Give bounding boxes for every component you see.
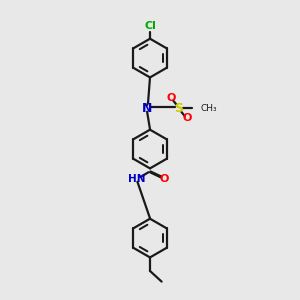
Text: O: O [166,93,176,103]
Text: O: O [182,113,192,124]
Text: N: N [142,102,152,115]
Text: Cl: Cl [144,21,156,31]
Text: HN: HN [128,174,145,184]
Text: CH₃: CH₃ [201,104,217,113]
Text: O: O [160,174,169,184]
Text: S: S [175,102,184,115]
